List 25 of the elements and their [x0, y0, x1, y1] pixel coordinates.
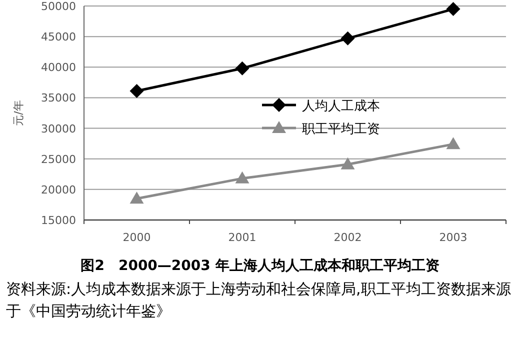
point — [235, 171, 250, 184]
point — [340, 157, 355, 170]
y-tick-label: 15000 — [41, 214, 76, 227]
y-tick-label: 40000 — [41, 61, 76, 74]
x-tick-label: 2001 — [228, 231, 256, 244]
point — [130, 192, 144, 204]
x-tick-label: 2002 — [334, 231, 362, 244]
y-tick-label: 30000 — [41, 122, 76, 136]
y-tick-label: 25000 — [41, 152, 76, 166]
point — [235, 61, 250, 76]
legend-label: 职工平均工资 — [302, 122, 380, 137]
y-axis-title: 元/年 — [12, 100, 25, 126]
point — [340, 31, 355, 46]
point — [130, 84, 144, 98]
y-tick-label: 35000 — [41, 92, 76, 105]
x-tick-label: 2003 — [439, 231, 468, 244]
y-tick-label: 50000 — [41, 0, 76, 13]
point — [446, 137, 460, 150]
text: 资料来源:人均成本数据来源于上海劳动和社会保障局,职工平均工资数据来源于《中国劳动统计年鉴》 — [6, 279, 512, 322]
y-tick-label: 20000 — [41, 183, 76, 196]
legend-label: 人均人工成本 — [302, 99, 380, 114]
y-tick-label: 45000 — [41, 30, 76, 44]
text: 图2 2000—2003 年上海人均人工成本和职工平均工资 — [80, 258, 440, 274]
x-tick-label: 2000 — [122, 231, 151, 244]
point — [446, 2, 460, 16]
